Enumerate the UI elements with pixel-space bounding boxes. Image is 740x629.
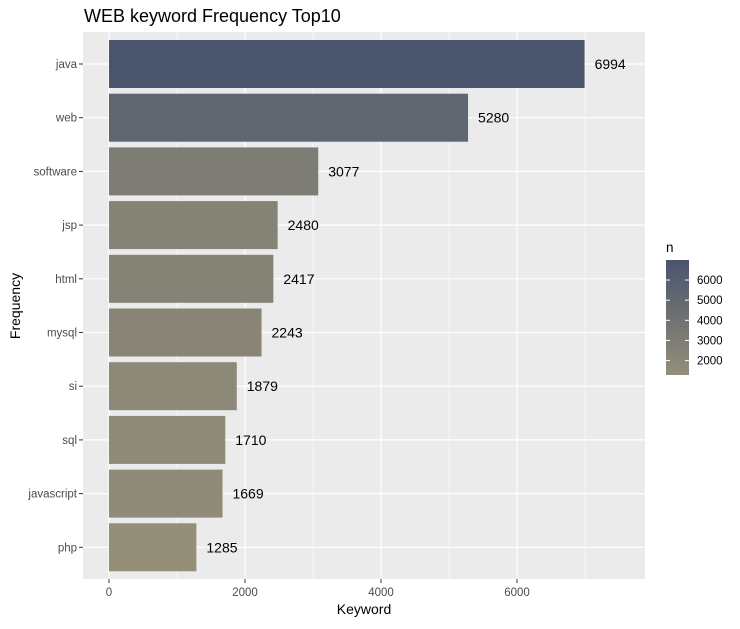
y-tick-label-mysql: mysql bbox=[47, 328, 77, 340]
legend-tick-label: 4000 bbox=[697, 315, 723, 327]
bar-java bbox=[109, 40, 585, 88]
y-tick-label-sql: sql bbox=[62, 435, 77, 447]
legend: n 2000 3000 4000 5000 6000 bbox=[666, 240, 723, 375]
legend-tick-label: 6000 bbox=[697, 275, 723, 287]
data-label-javascript: 1669 bbox=[232, 486, 263, 502]
x-tick-label: 0 bbox=[106, 587, 112, 599]
data-label-php: 1285 bbox=[206, 539, 237, 555]
x-tick-label: 2000 bbox=[232, 587, 258, 599]
legend-title: n bbox=[666, 240, 674, 255]
data-label-sql: 1710 bbox=[235, 432, 266, 448]
data-label-java: 6994 bbox=[595, 56, 626, 72]
bar-mysql bbox=[109, 308, 262, 357]
y-tick-label-javascript: javascript bbox=[27, 489, 77, 501]
x-axis-title: Keyword bbox=[337, 601, 391, 617]
data-label-web: 5280 bbox=[478, 110, 509, 126]
bar-software bbox=[109, 147, 319, 196]
bar-html bbox=[109, 254, 274, 303]
legend-tick-label: 5000 bbox=[697, 295, 723, 307]
y-axis: java web software jsp html mysql si sql javascri… bbox=[27, 59, 83, 554]
data-label-html: 2417 bbox=[283, 271, 314, 287]
data-label-si: 1879 bbox=[247, 378, 278, 394]
data-labels: 6994 5280 3077 2480 2417 2243 1879 1710 1669 1285 bbox=[206, 56, 626, 555]
bar-sql bbox=[109, 415, 226, 464]
bar-si bbox=[109, 362, 237, 411]
x-tick-label: 6000 bbox=[504, 587, 530, 599]
bar-php bbox=[109, 523, 197, 572]
x-axis: 0 2000 4000 6000 bbox=[106, 579, 530, 599]
bar-jsp bbox=[109, 201, 278, 250]
y-tick-label-html: html bbox=[55, 274, 77, 286]
y-tick-label-php: php bbox=[58, 542, 77, 554]
bar-web bbox=[109, 93, 469, 142]
bar-javascript bbox=[109, 469, 223, 518]
legend-tick-label: 2000 bbox=[697, 356, 723, 368]
data-label-software: 3077 bbox=[328, 163, 359, 179]
legend-colorbar bbox=[666, 260, 689, 375]
data-label-jsp: 2480 bbox=[288, 217, 319, 233]
y-tick-label-si: si bbox=[69, 381, 77, 393]
y-tick-label-java: java bbox=[55, 59, 78, 71]
y-axis-title: Frequency bbox=[7, 273, 23, 339]
y-tick-label-software: software bbox=[34, 166, 77, 178]
y-tick-label-jsp: jsp bbox=[61, 220, 77, 232]
bars bbox=[109, 40, 585, 572]
y-tick-label-web: web bbox=[55, 113, 77, 125]
legend-tick-label: 3000 bbox=[697, 335, 723, 347]
legend-ticks: 2000 3000 4000 5000 6000 bbox=[666, 275, 723, 368]
data-label-mysql: 2243 bbox=[272, 325, 303, 341]
x-tick-label: 4000 bbox=[368, 587, 394, 599]
chart-title: WEB keyword Frequency Top10 bbox=[84, 6, 341, 26]
